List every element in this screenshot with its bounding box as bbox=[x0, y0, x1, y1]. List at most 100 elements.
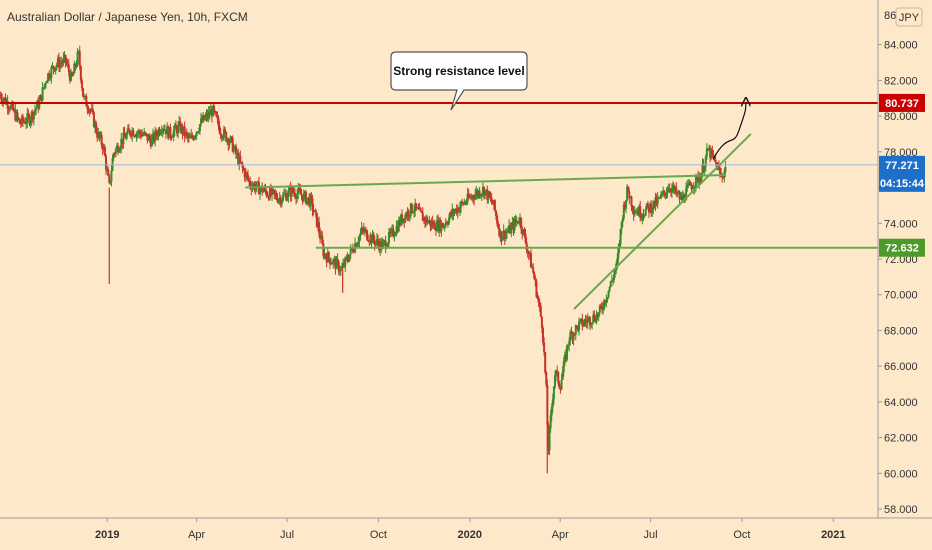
candle-body bbox=[619, 228, 622, 245]
candle-body bbox=[423, 217, 426, 223]
candle-body bbox=[569, 331, 572, 342]
candle-body bbox=[481, 187, 484, 194]
candle-body bbox=[380, 241, 383, 249]
candle-body bbox=[181, 125, 184, 134]
candle-body bbox=[88, 109, 91, 112]
y-tick-label: 64.000 bbox=[884, 397, 918, 409]
candle-body bbox=[605, 299, 608, 304]
y-tick-label: 58.000 bbox=[884, 504, 918, 516]
candle-body bbox=[645, 203, 648, 209]
resistance-callout[interactable]: Strong resistance level bbox=[390, 51, 528, 111]
support-tag-box bbox=[879, 238, 925, 257]
neckline-trendline bbox=[245, 174, 727, 189]
candle-body bbox=[12, 103, 15, 111]
candle-body bbox=[225, 132, 228, 142]
candle-body bbox=[73, 63, 76, 74]
candle-body bbox=[449, 212, 452, 218]
uptrend-line bbox=[573, 133, 752, 310]
candle-body bbox=[604, 300, 607, 304]
candle-body bbox=[367, 239, 370, 242]
y-tick-label: 62.000 bbox=[884, 433, 918, 445]
candle-body bbox=[131, 130, 134, 136]
candle-body bbox=[680, 195, 683, 201]
candle-body bbox=[422, 217, 425, 222]
candle-body bbox=[372, 234, 375, 241]
candle-body bbox=[643, 215, 646, 217]
candle-body bbox=[321, 236, 324, 244]
candle-body bbox=[51, 66, 54, 68]
currency-button[interactable]: JPY bbox=[895, 7, 923, 27]
resistance-tag-box bbox=[879, 93, 925, 112]
candle-body bbox=[288, 187, 291, 191]
candle-body bbox=[215, 112, 218, 117]
candle-body bbox=[204, 116, 207, 120]
time-axis[interactable]: 2019 Apr Jul Oct 2020 Apr Jul Oct 2021 bbox=[95, 518, 846, 541]
candle-body bbox=[166, 126, 169, 135]
candle-body bbox=[396, 225, 399, 232]
price-axis[interactable]: 84.00082.00080.00078.00076.00074.00072.0… bbox=[878, 10, 918, 516]
candle-body bbox=[594, 320, 597, 323]
candle-body bbox=[701, 163, 704, 175]
candle-body bbox=[638, 206, 641, 216]
y-tick-label: 80.000 bbox=[884, 111, 918, 123]
candle-body bbox=[398, 220, 401, 225]
candle-body bbox=[676, 193, 679, 195]
candle-body bbox=[711, 149, 714, 155]
candle-body bbox=[499, 231, 502, 237]
candle-body bbox=[394, 233, 397, 236]
candle-body bbox=[283, 194, 286, 196]
candle-body bbox=[430, 221, 433, 227]
candle-body bbox=[33, 110, 36, 113]
candle-body bbox=[466, 193, 469, 202]
projection-arrow bbox=[712, 102, 746, 160]
candle-body bbox=[588, 317, 591, 325]
candle-body bbox=[36, 101, 39, 109]
candle-body bbox=[527, 251, 530, 255]
candle-body bbox=[659, 194, 662, 199]
candle-body bbox=[386, 243, 389, 247]
candle-body bbox=[574, 325, 577, 335]
candle-body bbox=[327, 252, 330, 259]
candle-body bbox=[78, 51, 81, 67]
candle-body bbox=[697, 175, 700, 183]
candle-body bbox=[509, 225, 512, 234]
candle-body bbox=[7, 108, 10, 110]
candle-body bbox=[687, 184, 690, 186]
x-tick-label: 2019 bbox=[95, 529, 119, 541]
candle-body bbox=[573, 333, 576, 335]
candle-body bbox=[362, 228, 365, 232]
candle-body bbox=[109, 181, 112, 183]
candle-body bbox=[40, 95, 43, 101]
candle-body bbox=[45, 80, 48, 84]
candle-body bbox=[598, 306, 601, 313]
candle-body bbox=[227, 138, 230, 146]
candle-body bbox=[301, 195, 304, 202]
candle-body bbox=[653, 200, 656, 207]
candle-body bbox=[120, 138, 123, 148]
candle-body bbox=[495, 210, 498, 216]
candle-body bbox=[107, 169, 110, 176]
candle-body bbox=[201, 118, 204, 122]
candle-body bbox=[669, 189, 672, 193]
candle-body bbox=[693, 185, 696, 189]
candle-body bbox=[462, 202, 465, 205]
candle-body bbox=[32, 112, 35, 120]
candle-body bbox=[281, 194, 284, 201]
candle-body bbox=[323, 253, 326, 257]
candle-body bbox=[620, 221, 623, 229]
candle-body bbox=[536, 296, 539, 298]
candle-body bbox=[243, 169, 246, 178]
candle-body bbox=[371, 234, 374, 244]
candle-body bbox=[504, 232, 507, 239]
candle-body bbox=[555, 370, 558, 376]
candle-body bbox=[183, 126, 186, 137]
candle-body bbox=[61, 62, 64, 64]
candle-body bbox=[414, 203, 417, 211]
candle-body bbox=[331, 263, 334, 265]
candle-body bbox=[599, 306, 602, 308]
candle-body bbox=[224, 129, 227, 133]
candle-body bbox=[467, 193, 470, 198]
candle-body bbox=[561, 372, 564, 380]
candle-body bbox=[67, 64, 70, 73]
candle-body bbox=[52, 66, 55, 69]
